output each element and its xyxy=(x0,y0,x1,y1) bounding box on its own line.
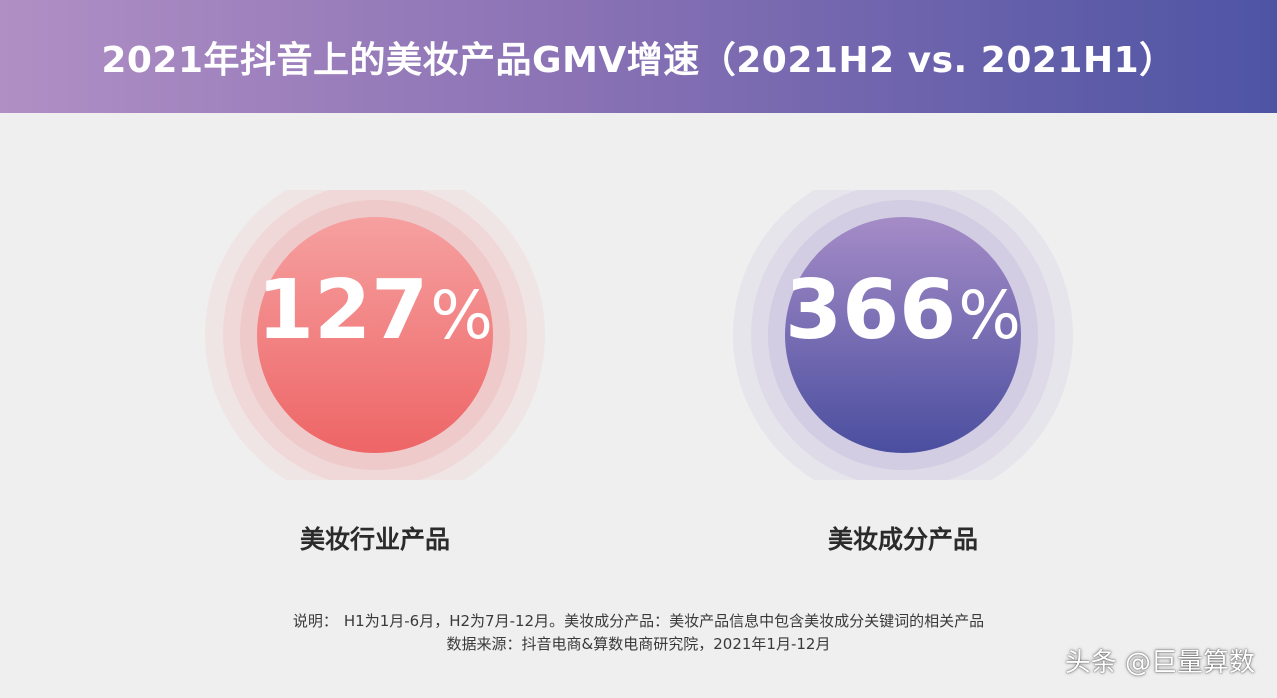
ingredient-growth-unit: % xyxy=(958,277,1021,354)
industry-label: 美妆行业产品 xyxy=(299,525,450,554)
industry-growth-number: 127 xyxy=(257,263,429,358)
metric-ingredient-products: 366 % 美妆成分产品 xyxy=(733,190,1073,554)
metric-industry-products: 127 % 美妆行业产品 xyxy=(205,190,545,554)
industry-growth-value: 127 % xyxy=(205,270,545,390)
ingredient-rings xyxy=(733,190,1073,480)
ingredient-label: 美妆成分产品 xyxy=(827,525,978,554)
ingredient-circle xyxy=(785,217,1021,453)
watermark: 头条 @巨量算数 xyxy=(1064,648,1255,678)
industry-rings xyxy=(205,190,545,480)
footnote-prefix: 说明： xyxy=(292,612,338,630)
ingredient-growth-value: 366 % xyxy=(733,270,1073,390)
page-title: 2021年抖音上的美妆产品GMV增速（2021H2 vs. 2021H1） xyxy=(101,39,1176,81)
industry-circle xyxy=(257,217,493,453)
footnote-explanation: 说明： H1为1月-6月，H2为7月-12月。美妆成分产品：美妆产品信息中包含美妆… xyxy=(0,610,1277,633)
ingredient-growth-number: 366 xyxy=(785,263,957,358)
footnote-source: 数据来源：抖音电商&算数电商研究院，2021年1月-12月 xyxy=(446,635,831,653)
industry-growth-unit: % xyxy=(430,277,493,354)
footnote-definition: H1为1月-6月，H2为7月-12月。美妆成分产品：美妆产品信息中包含美妆成分关… xyxy=(343,612,985,630)
title-banner: 2021年抖音上的美妆产品GMV增速（2021H2 vs. 2021H1） xyxy=(0,0,1277,113)
footnotes: 说明： H1为1月-6月，H2为7月-12月。美妆成分产品：美妆产品信息中包含美妆… xyxy=(0,610,1277,656)
